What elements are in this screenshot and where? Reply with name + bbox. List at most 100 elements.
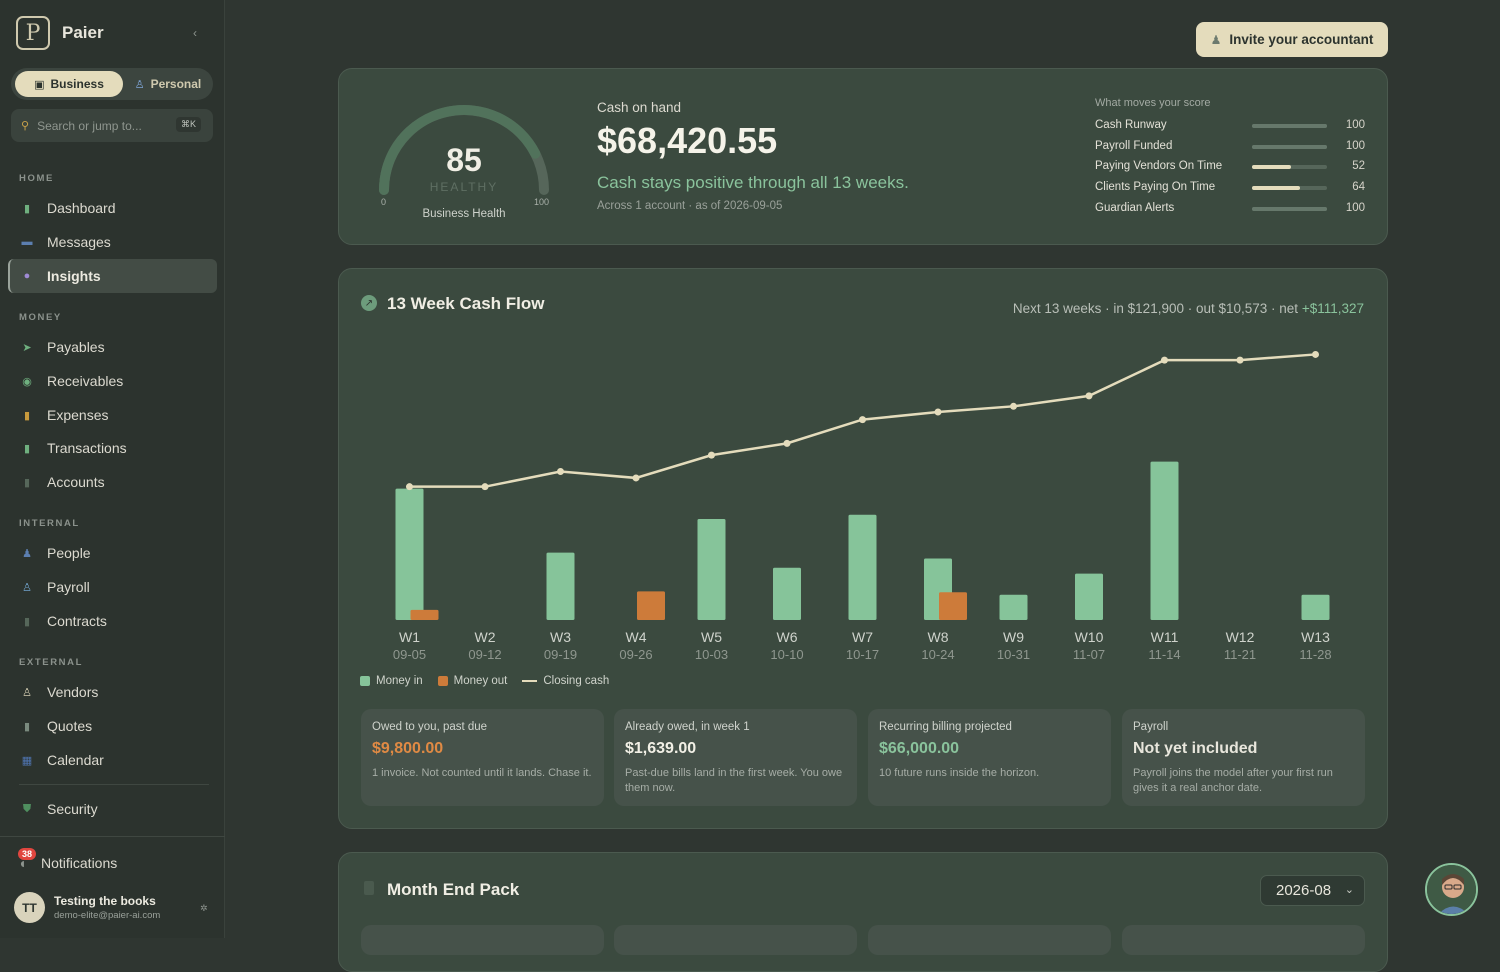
sidebar-item-payables[interactable]: ➤ Payables bbox=[8, 330, 217, 364]
sidebar-item-messages[interactable]: ▬ Messages bbox=[8, 225, 217, 259]
x-tick-date: 10-03 bbox=[695, 647, 728, 662]
section-money: MONEY bbox=[19, 312, 62, 323]
x-tick-date: 11-14 bbox=[1148, 647, 1180, 662]
user-name: Testing the books bbox=[54, 894, 156, 908]
sidebar-item-label: People bbox=[47, 545, 91, 561]
search-input[interactable]: ⚲ Search or jump to... ⌘K bbox=[11, 109, 213, 142]
sidebar-item-insights[interactable]: ● Insights bbox=[8, 259, 217, 293]
closing-cash-point[interactable] bbox=[1010, 402, 1017, 410]
bar-money-out[interactable] bbox=[939, 592, 967, 620]
toggle-business-label: Business bbox=[50, 77, 104, 91]
x-tick-label: W8 bbox=[928, 629, 949, 645]
sidebar-item-receivables[interactable]: ◉ Receivables bbox=[8, 364, 217, 398]
closing-cash-point[interactable] bbox=[708, 451, 715, 459]
legend-in-label: Money in bbox=[376, 675, 423, 687]
closing-cash-point[interactable] bbox=[1161, 356, 1168, 364]
cash-headline: Cash stays positive through all 13 weeks… bbox=[597, 173, 909, 192]
trend-up-icon: ↗ bbox=[361, 295, 377, 311]
collapse-sidebar-icon[interactable]: ‹ bbox=[193, 26, 197, 40]
legend-swatch-in bbox=[360, 676, 370, 686]
closing-cash-point[interactable] bbox=[1312, 350, 1319, 358]
x-tick-label: W3 bbox=[550, 629, 571, 645]
bar-money-in[interactable] bbox=[546, 552, 575, 620]
bar-money-out[interactable] bbox=[637, 591, 665, 620]
tile-value: $1,639.00 bbox=[625, 740, 697, 757]
closing-cash-point[interactable] bbox=[481, 483, 489, 491]
cash-on-hand-label: Cash on hand bbox=[597, 100, 682, 115]
score-factor-name: Clients Paying On Time bbox=[1095, 181, 1216, 193]
closing-cash-point[interactable] bbox=[632, 474, 640, 482]
sidebar-item-security[interactable]: ⛊ Security bbox=[8, 792, 217, 826]
gauge-fill bbox=[379, 104, 541, 195]
score-factor-bar bbox=[1252, 207, 1327, 211]
closing-cash-point[interactable] bbox=[406, 483, 413, 491]
bell-icon: ◖ bbox=[18, 855, 27, 871]
bank-icon: ▮ bbox=[23, 476, 31, 489]
tile-already-owed[interactable]: Already owed, in week 1 $1,639.00 Past-d… bbox=[614, 709, 857, 806]
sidebar-item-people[interactable]: ♟ People bbox=[8, 536, 217, 570]
sidebar-item-label: Quotes bbox=[47, 718, 93, 734]
chart-legend: Money in Money out Closing cash bbox=[360, 675, 624, 687]
toggle-business[interactable]: ▣ Business bbox=[15, 71, 123, 97]
settings-gear-icon[interactable]: ✲ bbox=[200, 903, 208, 913]
tile-value: $66,000.00 bbox=[879, 740, 960, 757]
bar-money-out[interactable] bbox=[410, 609, 439, 620]
notifications-label: Notifications bbox=[41, 855, 118, 871]
closing-cash-point[interactable] bbox=[859, 416, 866, 424]
bar-money-in[interactable] bbox=[395, 488, 424, 620]
sidebar-item-quotes[interactable]: ▮ Quotes bbox=[8, 709, 217, 743]
brand[interactable]: P Paier bbox=[16, 16, 104, 50]
period-select[interactable]: 2026-08 ⌄ bbox=[1260, 875, 1365, 906]
sidebar-item-vendors[interactable]: ♙ Vendors bbox=[8, 675, 217, 709]
bar-money-in[interactable] bbox=[1301, 594, 1330, 620]
bar-money-in[interactable] bbox=[1150, 461, 1179, 620]
bar-money-in[interactable] bbox=[848, 514, 877, 620]
health-score: 85 bbox=[446, 142, 482, 178]
score-factor-name: Guardian Alerts bbox=[1095, 202, 1175, 214]
closing-cash-point[interactable] bbox=[1085, 392, 1093, 400]
gauge-max-label: 100 bbox=[534, 197, 550, 207]
sidebar-item-expenses[interactable]: ▮ Expenses bbox=[8, 398, 217, 432]
month-end-tile bbox=[361, 925, 604, 955]
sidebar-item-transactions[interactable]: ▮ Transactions bbox=[8, 431, 217, 465]
bar-money-in[interactable] bbox=[697, 518, 726, 620]
score-factor-row: Payroll Funded 100 bbox=[1095, 140, 1365, 154]
sidebar-item-contracts[interactable]: ▮ Contracts bbox=[8, 604, 217, 638]
toggle-personal[interactable]: ♙ Personal bbox=[127, 71, 209, 97]
closing-cash-point[interactable] bbox=[1236, 356, 1244, 364]
bar-money-in[interactable] bbox=[999, 594, 1028, 620]
x-tick-label: W6 bbox=[777, 629, 798, 645]
invite-accountant-button[interactable]: ♟ Invite your accountant bbox=[1196, 22, 1388, 57]
user-profile[interactable]: TT Testing the books demo-elite@paier-ai… bbox=[14, 892, 208, 923]
assistant-avatar-button[interactable] bbox=[1425, 863, 1478, 916]
notifications-button[interactable]: ◖ Notifications bbox=[18, 849, 117, 871]
bar-money-in[interactable] bbox=[773, 567, 801, 620]
score-factor-fill bbox=[1252, 165, 1291, 169]
closing-cash-point[interactable] bbox=[934, 408, 942, 416]
sidebar-item-dashboard[interactable]: ▮ Dashboard bbox=[8, 191, 217, 225]
account-type-toggle: ▣ Business ♙ Personal bbox=[11, 68, 213, 100]
x-tick-label: W12 bbox=[1226, 629, 1255, 645]
tile-past-due[interactable]: Owed to you, past due $9,800.00 1 invoic… bbox=[361, 709, 604, 806]
clipboard-icon bbox=[364, 881, 374, 895]
month-end-tile bbox=[1122, 925, 1365, 955]
legend-closing-cash: Closing cash bbox=[522, 675, 609, 687]
sidebar-item-accounts[interactable]: ▮ Accounts bbox=[8, 465, 217, 499]
score-factor-bar bbox=[1252, 165, 1327, 169]
bar-money-in[interactable] bbox=[1075, 573, 1103, 620]
tile-payroll[interactable]: Payroll Not yet included Payroll joins t… bbox=[1122, 709, 1365, 806]
closing-cash-point[interactable] bbox=[557, 467, 564, 475]
cashflow-summary: Next 13 weeks · in $121,900 · out $10,57… bbox=[930, 301, 1364, 316]
toggle-personal-label: Personal bbox=[150, 77, 202, 91]
closing-cash-point[interactable] bbox=[783, 439, 791, 447]
sidebar: P Paier ‹ ▣ Business ♙ Personal ⚲ Search o… bbox=[0, 0, 225, 938]
assistant-face-icon bbox=[1427, 865, 1476, 914]
quote-icon: ▮ bbox=[23, 720, 31, 733]
people-icon: ♟ bbox=[22, 547, 32, 560]
send-icon: ➤ bbox=[22, 341, 32, 354]
sidebar-item-calendar[interactable]: ▦ Calendar bbox=[8, 743, 217, 777]
briefcase-icon: ▣ bbox=[34, 78, 45, 91]
bar-chart-icon: ▮ bbox=[23, 442, 31, 455]
tile-recurring-billing[interactable]: Recurring billing projected $66,000.00 1… bbox=[868, 709, 1111, 806]
sidebar-item-payroll[interactable]: ♙ Payroll bbox=[8, 570, 217, 604]
